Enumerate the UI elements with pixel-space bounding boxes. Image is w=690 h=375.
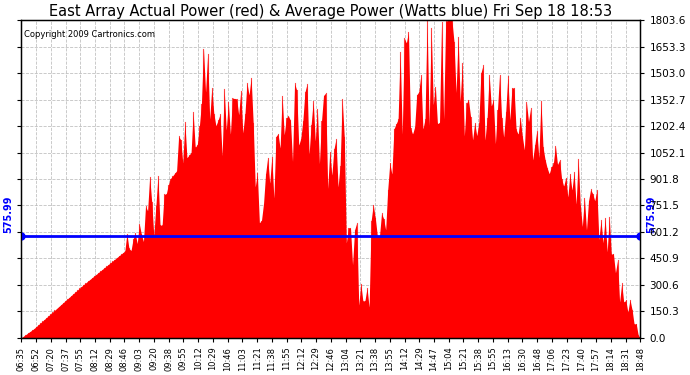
Text: Copyright 2009 Cartronics.com: Copyright 2009 Cartronics.com xyxy=(24,30,155,39)
Text: 575.99: 575.99 xyxy=(3,195,13,233)
Title: East Array Actual Power (red) & Average Power (Watts blue) Fri Sep 18 18:53: East Array Actual Power (red) & Average … xyxy=(49,4,613,19)
Text: 575.99: 575.99 xyxy=(647,195,656,233)
